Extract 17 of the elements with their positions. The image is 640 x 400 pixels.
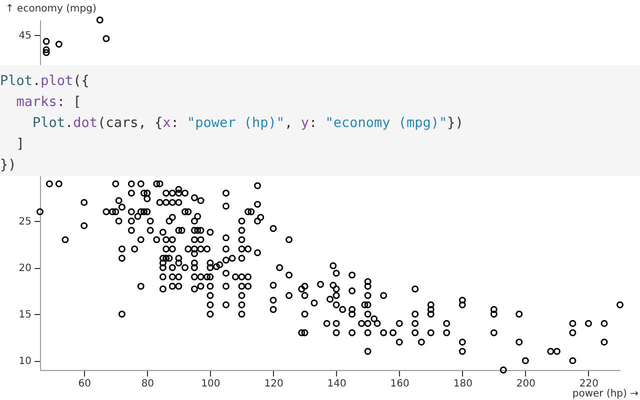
- code-panel: Plot.plot({ marks: [ Plot.dot(cars, {x: "power (hp)", y: "economy (mpg)"}) ] }): [0, 65, 640, 176]
- y-tick-label: 10: [18, 356, 32, 368]
- x-tick-label: 140: [327, 378, 346, 390]
- x-tick-label: 200: [516, 378, 536, 390]
- y-tick-label: 20: [18, 263, 32, 274]
- x-tick-label: 180: [453, 378, 472, 390]
- x-tick-label: 80: [141, 378, 154, 390]
- y-tick-label: 25: [18, 216, 32, 228]
- x-tick-label: 100: [201, 378, 220, 390]
- x-tick-label: 60: [78, 378, 91, 390]
- x-tick-label: 120: [264, 378, 284, 390]
- x-tick-label: 160: [390, 378, 410, 390]
- y-tick-label: 15: [18, 310, 32, 321]
- y-tick-label: 45: [18, 30, 32, 42]
- x-axis-title: power (hp) →: [572, 388, 638, 400]
- x-tick-label: 220: [579, 378, 599, 390]
- y-axis-title: ↑ economy (mpg): [6, 4, 96, 14]
